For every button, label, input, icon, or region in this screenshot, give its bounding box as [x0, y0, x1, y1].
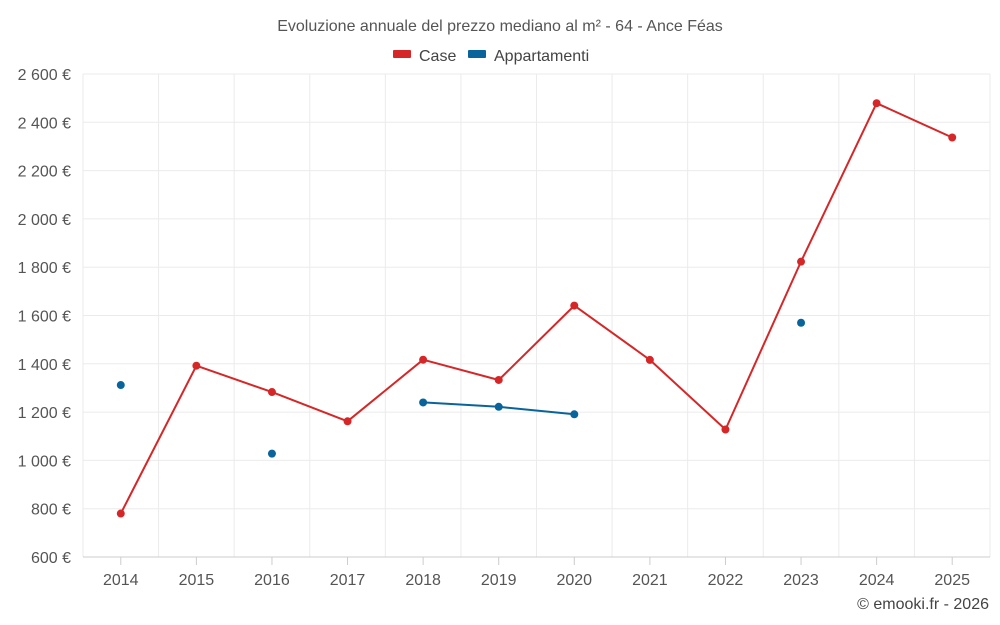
y-tick-label: 600 €	[31, 550, 71, 567]
series-appartamenti	[116, 318, 806, 458]
data-point-case[interactable]	[343, 417, 352, 426]
data-point-case[interactable]	[267, 388, 276, 397]
data-point-appartamenti[interactable]	[267, 449, 276, 458]
x-tick-label: 2018	[405, 572, 441, 589]
data-point-case[interactable]	[494, 375, 503, 384]
data-point-case[interactable]	[948, 133, 957, 142]
chart-title: Evoluzione annuale del prezzo mediano al…	[277, 18, 723, 35]
data-point-case[interactable]	[797, 257, 806, 266]
credit-text: © emooki.fr - 2026	[857, 596, 989, 613]
y-tick-label: 2 600 €	[18, 67, 71, 84]
x-tick-label: 2014	[103, 572, 139, 589]
data-point-case[interactable]	[872, 99, 881, 108]
x-tick-label: 2022	[708, 572, 744, 589]
data-point-case[interactable]	[645, 355, 654, 364]
y-tick-label: 2 200 €	[18, 164, 71, 181]
data-point-case[interactable]	[419, 355, 428, 364]
data-point-appartamenti[interactable]	[116, 381, 125, 390]
data-point-appartamenti[interactable]	[419, 398, 428, 407]
legend-label-case: Case	[419, 48, 456, 65]
legend-label-appartamenti: Appartamenti	[494, 48, 589, 65]
y-tick-label: 1 200 €	[18, 405, 71, 422]
x-tick-label: 2016	[254, 572, 290, 589]
legend: Case Appartamenti	[393, 48, 589, 65]
series	[116, 99, 957, 518]
y-tick-label: 1 400 €	[18, 357, 71, 374]
legend-item-appartamenti[interactable]: Appartamenti	[468, 48, 589, 65]
legend-item-case[interactable]: Case	[393, 48, 456, 65]
data-point-case[interactable]	[192, 361, 201, 370]
y-tick-label: 1 600 €	[18, 309, 71, 326]
data-point-case[interactable]	[721, 425, 730, 434]
x-tick-label: 2015	[179, 572, 215, 589]
data-point-case[interactable]	[116, 509, 125, 518]
x-tick-label: 2017	[330, 572, 366, 589]
legend-swatch-case	[393, 50, 411, 58]
data-point-appartamenti[interactable]	[797, 318, 806, 327]
legend-swatch-appartamenti	[468, 50, 486, 58]
x-tick-label: 2024	[859, 572, 895, 589]
y-tick-label: 1 800 €	[18, 260, 71, 277]
data-point-appartamenti[interactable]	[494, 402, 503, 411]
data-point-appartamenti[interactable]	[570, 410, 579, 419]
axes: 600 € 800 € 1 000 € 1 200 € 1 400 € 1 600 € 1 …	[18, 67, 990, 589]
x-tick-label: 2019	[481, 572, 517, 589]
series-line-case	[119, 102, 953, 514]
grid	[82, 73, 991, 557]
x-tick-label: 2020	[556, 572, 592, 589]
data-point-case[interactable]	[570, 301, 579, 310]
y-tick-label: 2 400 €	[18, 115, 71, 132]
y-tick-label: 2 000 €	[18, 212, 71, 229]
y-tick-label: 800 €	[31, 502, 71, 519]
x-tick-label: 2025	[934, 572, 970, 589]
series-case	[116, 99, 957, 518]
y-tick-label: 1 000 €	[18, 453, 71, 470]
x-tick-label: 2021	[632, 572, 668, 589]
x-tick-label: 2023	[783, 572, 819, 589]
